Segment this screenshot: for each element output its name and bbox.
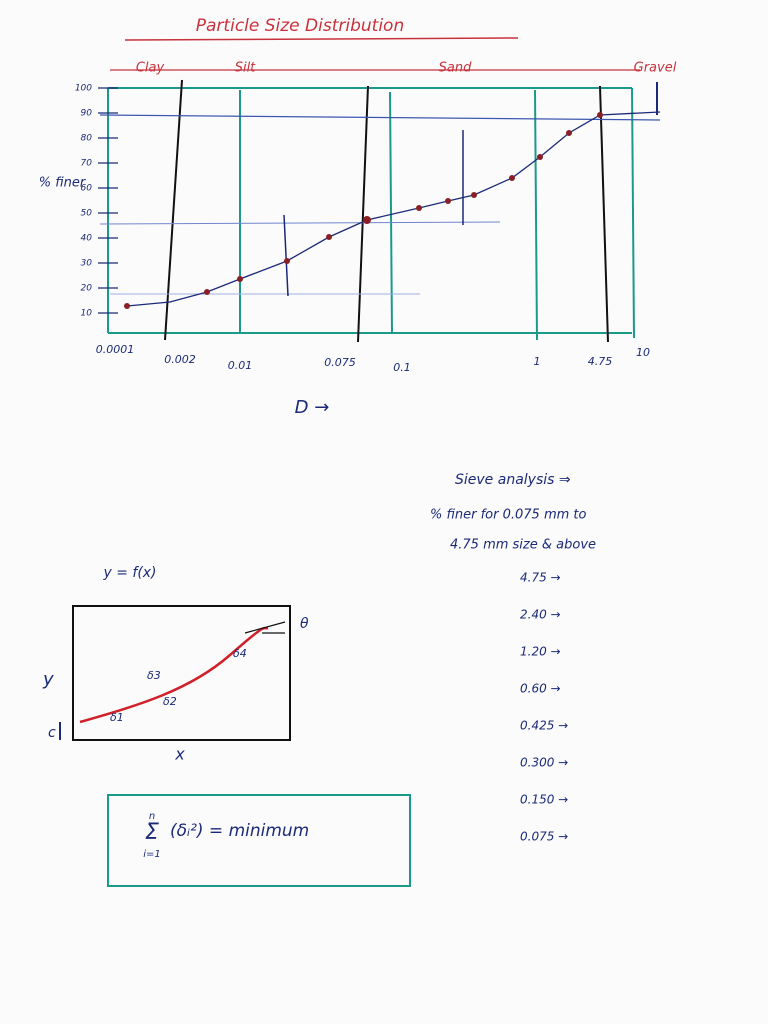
delta-label: δ3	[147, 669, 161, 682]
grid-vertical	[534, 89, 538, 341]
data-points	[124, 112, 603, 309]
fit-y-label: y	[42, 669, 54, 690]
fit-frame	[72, 605, 291, 741]
point	[237, 276, 243, 282]
sieve-size: 1.20 →	[520, 645, 561, 659]
fit-x-label: x	[174, 745, 185, 764]
sieve-size: 0.425 →	[520, 719, 568, 733]
point	[124, 303, 130, 309]
error-bar	[283, 214, 289, 297]
equation: y = f(x)	[102, 565, 156, 581]
sieve-size: 0.150 →	[520, 793, 568, 807]
x-tick-label: 10	[636, 346, 650, 359]
y-tick-label: 10	[81, 309, 93, 319]
point	[537, 154, 543, 160]
sieve-size: 4.75 →	[520, 571, 561, 585]
y-tick-label: 20	[81, 284, 93, 294]
angle-label: θ	[300, 616, 309, 632]
sieve-note: % finer for 0.075 mm to	[430, 508, 587, 523]
grid-vertical	[389, 91, 393, 334]
x-tick-label: 0.0001	[96, 343, 135, 356]
point	[509, 175, 515, 181]
point	[445, 198, 451, 204]
sieve-note: 4.75 mm size & above	[450, 538, 596, 553]
y-axis-label: % finer	[39, 176, 87, 191]
y-tick-label: 60	[81, 184, 93, 194]
y-tick-label: 30	[81, 259, 93, 269]
x-tick-label: 0.002	[164, 353, 196, 366]
point	[471, 192, 477, 198]
psd-chart: % finer D →	[39, 79, 661, 418]
point	[566, 130, 572, 136]
tangent	[244, 621, 286, 634]
sum-lower: i=1	[143, 849, 161, 860]
frame-right	[631, 87, 635, 339]
boundary-line	[164, 79, 183, 341]
soil-class: Sand	[439, 61, 472, 76]
y-tick-label: 50	[81, 209, 93, 219]
sieve-size: 2.40 →	[520, 608, 561, 622]
boundary-line	[599, 85, 609, 343]
sieve-heading: Sieve analysis ⇒	[455, 472, 571, 488]
boundary-line	[357, 85, 369, 343]
soil-class: Clay	[136, 61, 165, 76]
point	[597, 112, 603, 118]
sum-symbol: Σ	[145, 820, 159, 845]
delta-label: δ1	[110, 711, 124, 724]
formula-expression: (δᵢ²) = minimum	[170, 821, 309, 841]
title-underline	[124, 37, 519, 41]
guide-line	[99, 114, 661, 121]
x-tick-label: 4.75	[588, 355, 613, 368]
x-tick-label: 1	[534, 355, 541, 368]
title: Particle Size Distribution	[196, 16, 404, 36]
guide-line	[99, 221, 501, 225]
x-tick-label: 0.1	[393, 361, 411, 374]
sieve-size: 0.60 →	[520, 682, 561, 696]
y-tick-label: 80	[81, 134, 93, 144]
x-axis-label: D →	[295, 397, 330, 418]
soil-class: Gravel	[634, 61, 677, 76]
y-tick-label: 90	[81, 109, 93, 119]
point	[326, 234, 332, 240]
y-tick-label: 40	[81, 234, 93, 244]
formula-box	[107, 794, 411, 887]
point	[204, 289, 210, 295]
x-tick-label: 0.075	[324, 356, 356, 369]
sum-upper: n	[149, 811, 155, 822]
x-tick-label: 0.01	[228, 359, 253, 372]
soil-class: Silt	[235, 61, 256, 76]
y-tick-label: 70	[81, 159, 93, 169]
delta-label: δ4	[233, 647, 247, 660]
point	[363, 216, 371, 224]
delta-label: δ2	[163, 695, 177, 708]
sieve-size: 0.075 →	[520, 830, 568, 844]
sieve-list: 4.75 → 2.40 → 1.20 → 0.60 → 0.425 → 0.300 → 0.…	[520, 571, 568, 844]
sieve-size: 0.300 →	[520, 756, 568, 770]
point	[416, 205, 422, 211]
point	[284, 258, 290, 264]
psd-curve	[126, 111, 661, 307]
intercept-label: c	[48, 725, 56, 741]
y-tick-label: 100	[75, 84, 92, 94]
